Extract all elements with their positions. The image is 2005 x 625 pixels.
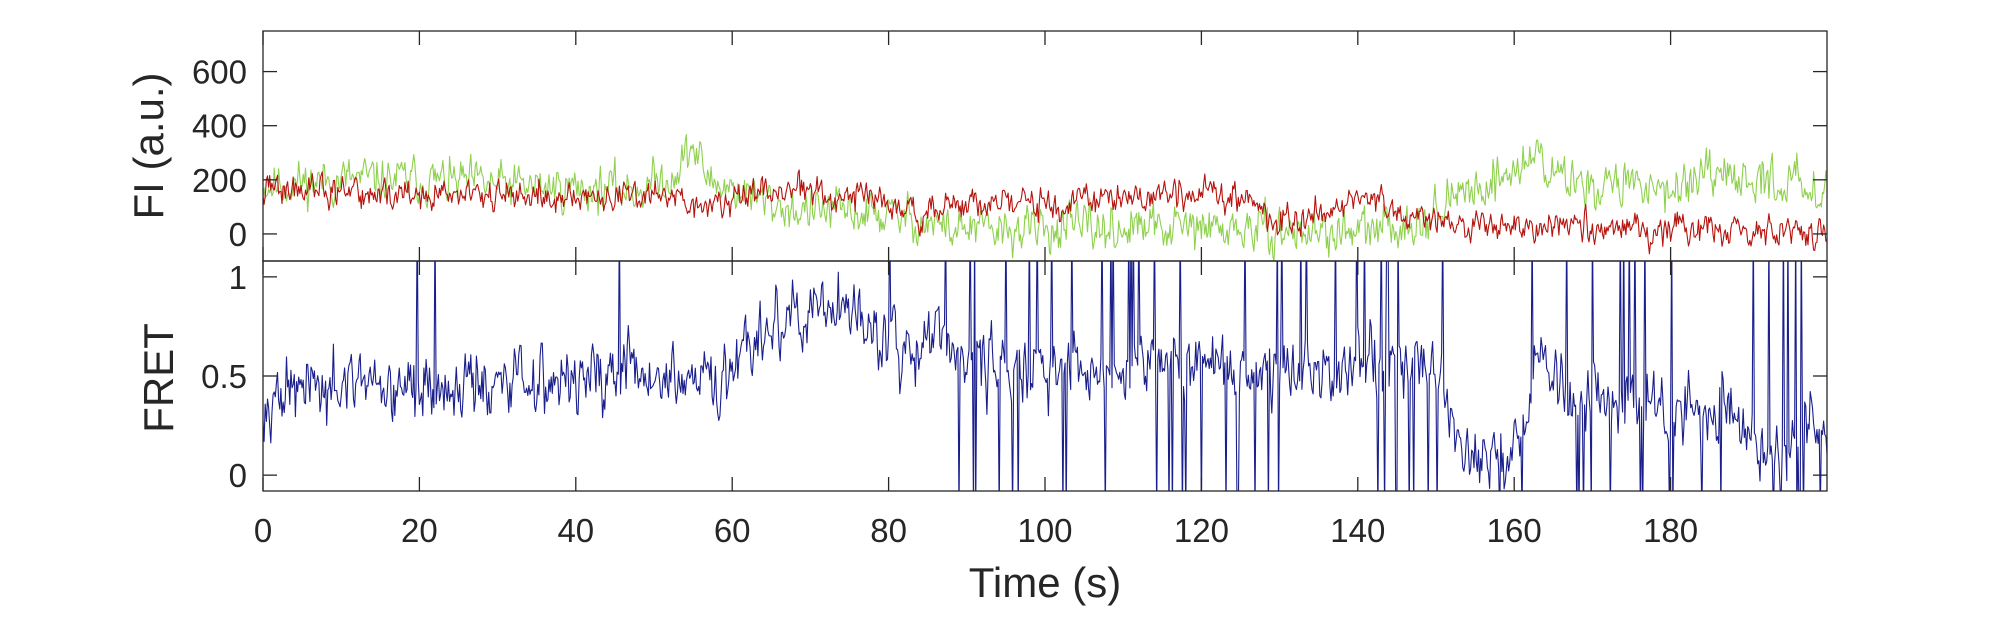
time-x-ticks: 0 20 40 60 80 100 120 140 160 180 — [254, 261, 1698, 549]
x-tick-label: 100 — [1017, 512, 1072, 549]
x-tick-label: 40 — [557, 512, 594, 549]
fret-y-axis-title: FRET — [135, 323, 182, 433]
x-tick-label: 120 — [1174, 512, 1229, 549]
x-tick-label: 80 — [870, 512, 907, 549]
y-tick-label: 0 — [229, 216, 247, 253]
fluorescence-y-ticks: 0 200 400 600 — [192, 31, 1827, 261]
y-tick-label: 600 — [192, 54, 247, 91]
y-tick-label: 0 — [229, 457, 247, 494]
fret-traces — [263, 261, 1827, 491]
x-tick-label: 20 — [401, 512, 438, 549]
fluorescence-panel: 0 200 400 600 FI (a.u.) — [125, 30, 1828, 262]
x-tick-label: 160 — [1487, 512, 1542, 549]
x-tick-label: 140 — [1330, 512, 1385, 549]
x-tick-label: 180 — [1643, 512, 1698, 549]
fluorescence-trace-donor — [263, 133, 1827, 261]
fret-panel: 00.51 0 20 40 60 80 100 120 140 160 180 FRET Time… — [135, 259, 1828, 606]
x-tick-label: 60 — [714, 512, 751, 549]
x-tick-label: 0 — [254, 512, 272, 549]
y-tick-label: 1 — [229, 259, 247, 296]
fluorescence-trace-acceptor — [263, 169, 1827, 255]
y-tick-label: 400 — [192, 108, 247, 145]
fret-y-ticks: 00.51 — [201, 259, 1827, 494]
fret-efficiency-trace — [263, 261, 1827, 491]
fluorescence-y-axis-title: FI (a.u.) — [125, 72, 172, 219]
fluorescence-traces — [263, 133, 1827, 261]
time-x-axis-title: Time (s) — [969, 559, 1121, 606]
y-tick-label: 0.5 — [201, 358, 247, 395]
y-tick-label: 200 — [192, 162, 247, 199]
